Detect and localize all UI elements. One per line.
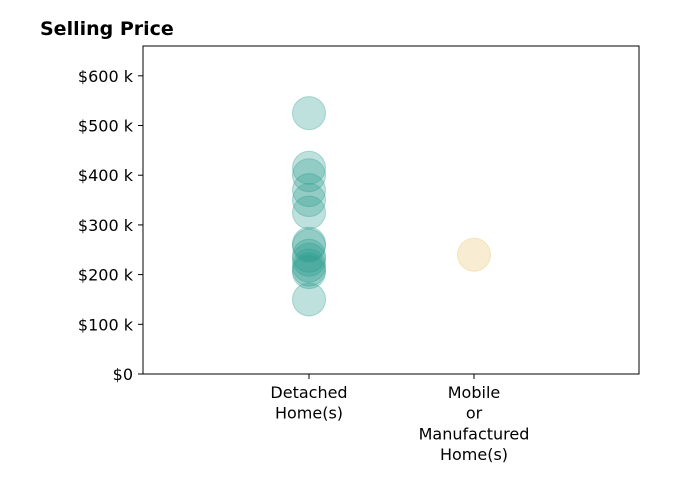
data-point xyxy=(292,183,326,218)
x-category-label: Detached xyxy=(270,383,347,402)
data-point xyxy=(292,255,326,290)
y-tick-label: $100 k xyxy=(78,315,134,334)
x-category-label: Manufactured xyxy=(419,424,530,443)
data-point xyxy=(292,238,326,273)
x-category-label: Home(s) xyxy=(440,445,508,464)
y-tick-label: $400 k xyxy=(78,166,134,185)
data-point xyxy=(292,195,326,230)
data-point xyxy=(292,248,326,283)
data-point xyxy=(292,282,326,317)
data-point xyxy=(292,252,326,287)
y-tick-label: $0 xyxy=(113,365,133,384)
x-category-label: Home(s) xyxy=(275,404,343,423)
y-axis: $0 $100 k $200 k $300 k $400 k $500 k $600 k xyxy=(78,67,143,384)
data-point xyxy=(292,158,326,193)
x-category-label: or xyxy=(466,404,483,423)
data-points xyxy=(292,96,491,317)
y-tick-label: $500 k xyxy=(78,117,134,136)
data-point xyxy=(292,173,326,208)
data-point xyxy=(292,228,326,263)
chart-title: Selling Price xyxy=(40,18,174,40)
data-point xyxy=(457,237,491,272)
data-point xyxy=(292,150,326,185)
data-point xyxy=(292,96,326,131)
y-tick-label: $600 k xyxy=(78,67,134,86)
data-point xyxy=(292,242,326,277)
y-tick-label: $300 k xyxy=(78,216,134,235)
plot-frame xyxy=(142,45,640,375)
y-tick-label: $200 k xyxy=(78,266,134,285)
x-category-label: Mobile xyxy=(448,383,500,402)
data-point xyxy=(292,226,326,261)
